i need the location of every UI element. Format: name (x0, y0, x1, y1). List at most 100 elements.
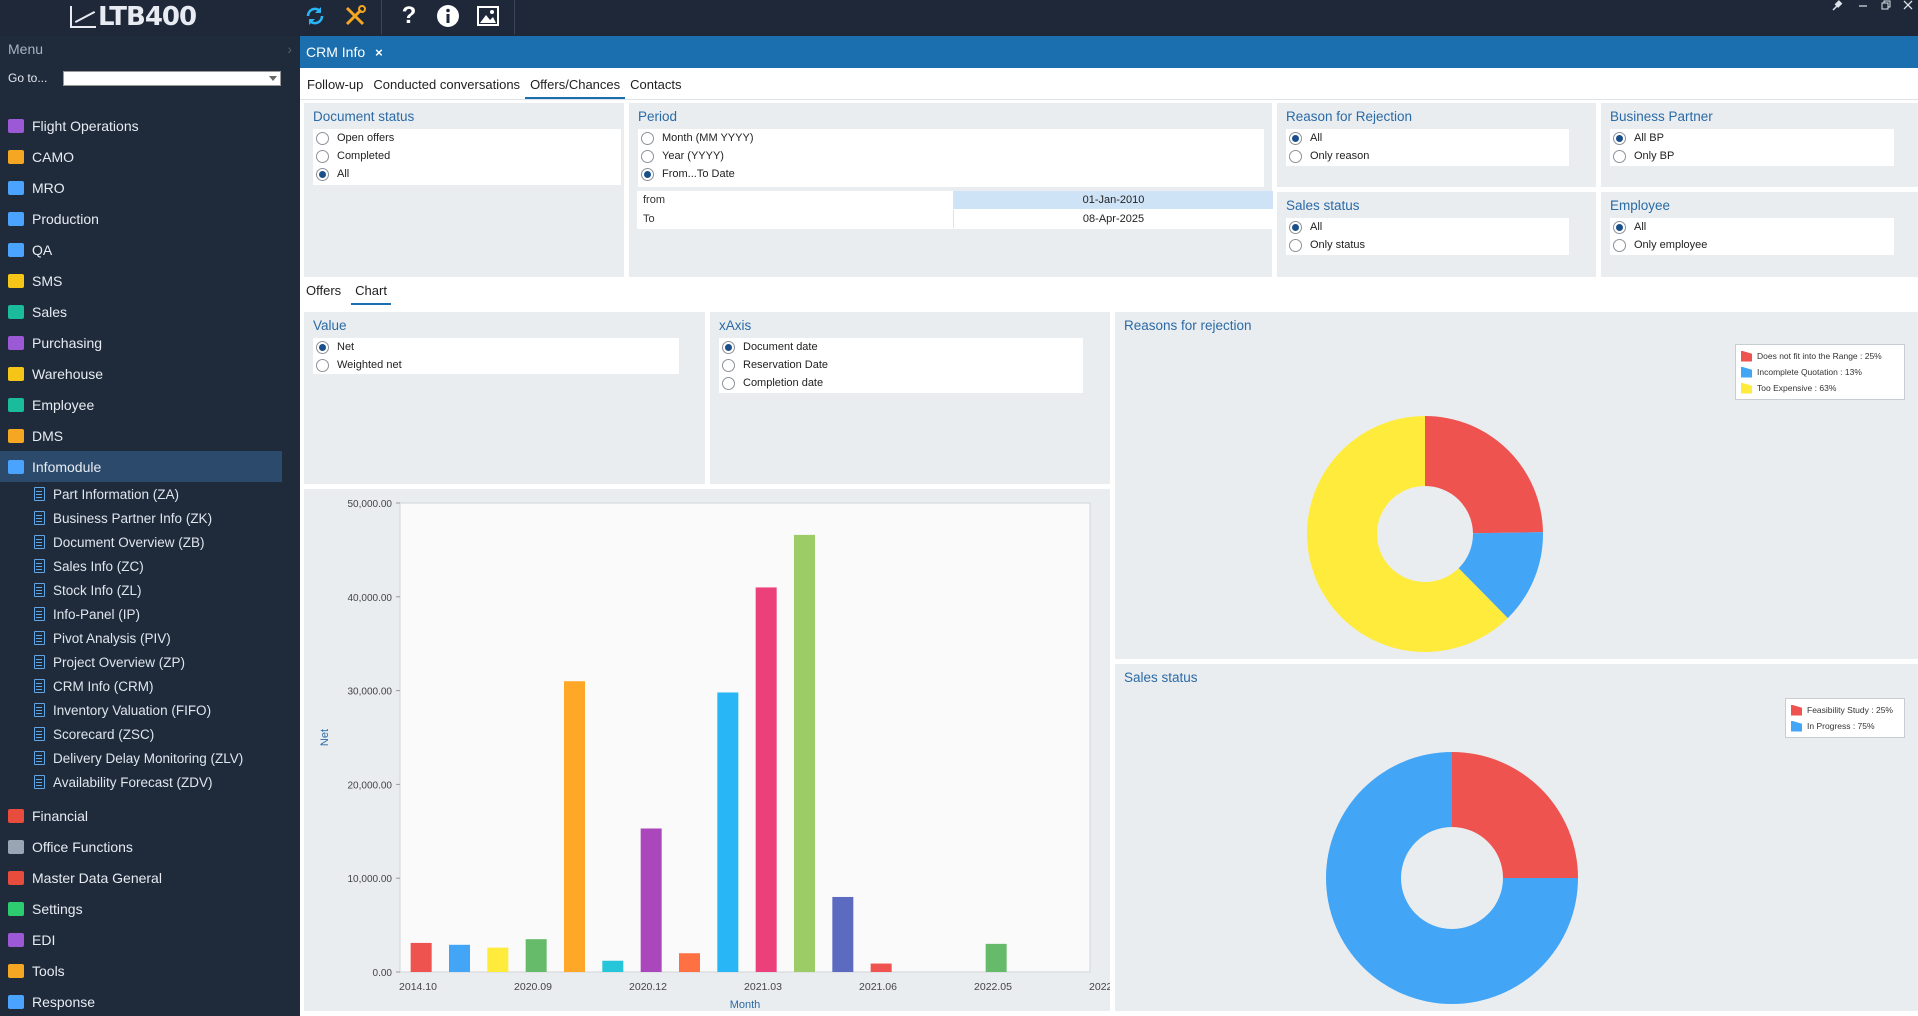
radio-button[interactable] (722, 358, 735, 372)
radio-button[interactable] (641, 131, 654, 145)
sidebar-subitem[interactable]: Document Overview (ZB) (0, 530, 300, 554)
radio-option[interactable]: Document date (719, 338, 1083, 356)
radio-option[interactable]: Completion date (719, 374, 1083, 392)
radio-option[interactable]: All (1286, 218, 1569, 236)
sidebar-item-warehouse[interactable]: Warehouse (0, 358, 300, 389)
help-icon[interactable]: ? (401, 2, 417, 29)
radio-option[interactable]: All (1610, 218, 1894, 236)
bar (832, 896, 854, 972)
sidebar-item-office-functions[interactable]: Office Functions (0, 831, 300, 862)
radio-button[interactable] (316, 340, 329, 354)
sidebar-item-mro[interactable]: MRO (0, 172, 300, 203)
document-tab-title: CRM Info (306, 44, 366, 60)
goto-label: Go to... (8, 71, 48, 85)
sidebar-subitem[interactable]: Pivot Analysis (PIV) (0, 626, 300, 650)
sidebar-subitem[interactable]: Delivery Delay Monitoring (ZLV) (0, 746, 300, 770)
goto-input[interactable] (63, 70, 282, 86)
radio-button[interactable] (316, 131, 329, 145)
sidebar-item-settings[interactable]: Settings (0, 893, 300, 924)
sidebar-subitem[interactable]: Info-Panel (IP) (0, 602, 300, 626)
radio-button[interactable] (641, 167, 654, 181)
radio-button[interactable] (722, 340, 735, 354)
tab-offers-chances[interactable]: Offers/Chances (525, 77, 626, 99)
toolbar-divider (381, 0, 382, 34)
radio-button[interactable] (1289, 220, 1302, 234)
sidebar-subitem[interactable]: CRM Info (CRM) (0, 674, 300, 698)
collapse-menu-icon[interactable]: › (287, 41, 292, 57)
tab-offers[interactable]: Offers (306, 283, 342, 298)
pin-icon[interactable] (1827, 0, 1847, 14)
sidebar-item-qa[interactable]: QA (0, 234, 300, 265)
radio-option[interactable]: Only reason (1286, 147, 1569, 165)
radio-button[interactable] (1289, 238, 1302, 252)
close-window-icon[interactable] (1898, 0, 1918, 14)
radio-button[interactable] (722, 376, 735, 390)
radio-option[interactable]: Completed (313, 147, 621, 165)
to-date-field[interactable]: 08-Apr-2025 (954, 210, 1273, 228)
sidebar-subitem-label: Stock Info (ZL) (53, 582, 142, 598)
radio-button[interactable] (1613, 220, 1626, 234)
sidebar-subitem[interactable]: Availability Forecast (ZDV) (0, 770, 300, 794)
radio-button[interactable] (1613, 131, 1626, 145)
sidebar-subitem[interactable]: Part Information (ZA) (0, 482, 300, 506)
panel-title: Reason for Rejection (1286, 109, 1413, 124)
tools-icon[interactable] (336, 0, 374, 32)
radio-option[interactable]: All (1286, 129, 1569, 147)
radio-option[interactable]: From...To Date (638, 165, 1264, 183)
sidebar-subitem[interactable]: Sales Info (ZC) (0, 554, 300, 578)
from-date-field[interactable]: 01-Jan-2010 (954, 191, 1273, 209)
info-icon[interactable] (429, 0, 467, 32)
sidebar-item-employee[interactable]: Employee (0, 389, 300, 420)
sidebar-subitem[interactable]: Scorecard (ZSC) (0, 722, 300, 746)
radio-button[interactable] (1613, 238, 1626, 252)
radio-option[interactable]: Open offers (313, 129, 621, 147)
radio-option[interactable]: All (313, 165, 621, 183)
sidebar-subitem[interactable]: Project Overview (ZP) (0, 650, 300, 674)
sidebar-subitem[interactable]: Stock Info (ZL) (0, 578, 300, 602)
radio-option[interactable]: Net (313, 338, 679, 356)
tab-conducted-conversations[interactable]: Conducted conversations (373, 77, 521, 92)
sidebar-item-production[interactable]: Production (0, 203, 300, 234)
radio-button[interactable] (1289, 131, 1302, 145)
minimize-icon[interactable] (1853, 0, 1873, 14)
radio-option[interactable]: Year (YYYY) (638, 147, 1264, 165)
x-tick-label: 2020.09 (514, 981, 552, 993)
restore-icon[interactable] (1876, 0, 1896, 14)
radio-button[interactable] (316, 167, 329, 181)
radio-button[interactable] (1289, 149, 1302, 163)
sidebar-item-infomodule[interactable]: Infomodule (0, 451, 282, 482)
sidebar-item-camo[interactable]: CAMO (0, 141, 300, 172)
radio-option[interactable]: Only employee (1610, 236, 1894, 254)
document-tab-crm-info[interactable]: CRM Info × (300, 44, 383, 60)
sidebar-item-tools[interactable]: Tools (0, 955, 300, 986)
tab-contacts[interactable]: Contacts (630, 77, 682, 92)
sidebar-subitem[interactable]: Business Partner Info (ZK) (0, 506, 300, 530)
radio-option[interactable]: Only BP (1610, 147, 1894, 165)
sidebar-item-edi[interactable]: EDI (0, 924, 300, 955)
business-partner-panel: Business Partner All BP Only BP (1601, 103, 1918, 187)
sidebar-item-flight-operations[interactable]: Flight Operations (0, 110, 300, 141)
refresh-icon[interactable] (296, 0, 334, 32)
radio-button[interactable] (316, 358, 329, 372)
radio-option[interactable]: All BP (1610, 129, 1894, 147)
radio-button[interactable] (641, 149, 654, 163)
tab-chart[interactable]: Chart (351, 283, 391, 305)
sidebar-item-financial[interactable]: Financial (0, 800, 300, 831)
sidebar-item-label: QA (32, 241, 53, 258)
sidebar-item-dms[interactable]: DMS (0, 420, 300, 451)
sidebar-item-purchasing[interactable]: Purchasing (0, 327, 300, 358)
sidebar-item-master-data-general[interactable]: Master Data General (0, 862, 300, 893)
radio-button[interactable] (1613, 149, 1626, 163)
image-icon[interactable] (469, 0, 507, 32)
radio-button[interactable] (316, 149, 329, 163)
close-tab-icon[interactable]: × (375, 44, 383, 60)
tab-follow-up[interactable]: Follow-up (307, 77, 364, 92)
radio-option[interactable]: Reservation Date (719, 356, 1083, 374)
sidebar-item-sales[interactable]: Sales (0, 296, 300, 327)
sidebar-subitem[interactable]: Inventory Valuation (FIFO) (0, 698, 300, 722)
sidebar-item-sms[interactable]: SMS (0, 265, 300, 296)
radio-option[interactable]: Only status (1286, 236, 1569, 254)
radio-option[interactable]: Month (MM YYYY) (638, 129, 1264, 147)
radio-option[interactable]: Weighted net (313, 356, 679, 374)
sidebar-item-response[interactable]: Response (0, 986, 300, 1016)
